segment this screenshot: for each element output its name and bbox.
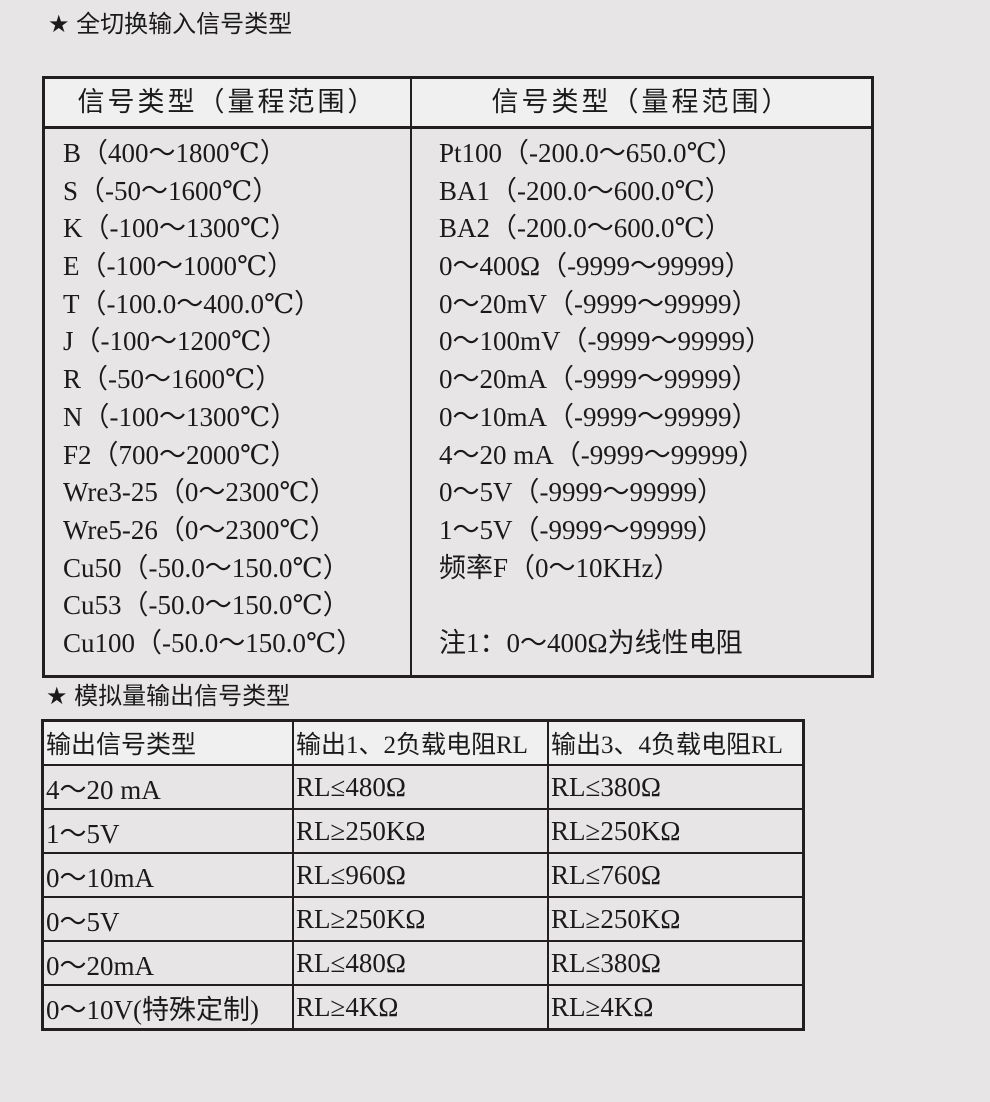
table-cell: 0～10mA: [41, 852, 294, 898]
table-row: 1～5V（-9999～99999）: [439, 514, 724, 545]
table-row: 频率F（0～10KHz）: [439, 552, 681, 583]
table-row: Cu50（-50.0～150.0℃）: [63, 552, 350, 583]
table-row: S（-50～1600℃）: [63, 175, 280, 206]
table-row: N（-100～1300℃）: [63, 401, 298, 432]
table-cell: 0～20mA: [41, 940, 294, 986]
header-cell: 信号类型（量程范围）: [77, 87, 378, 117]
table-row: Cu100（-50.0～150.0℃）: [63, 627, 364, 658]
table-cell: RL≥4KΩ: [547, 984, 805, 1031]
table-header: 输出信号类型 输出1、2负载电阻RL 输出3、4负载电阻RL: [41, 719, 805, 766]
table-row: J（-100～1200℃）: [63, 326, 289, 357]
left-column: B（400～1800℃） S（-50～1600℃） K（-100～1300℃） E（-…: [63, 135, 363, 663]
table-row: 0～20mA（-9999～99999）: [439, 364, 759, 395]
table-row: Wre3-25（0～2300℃）: [63, 477, 337, 508]
table-row: 0～100mV（-9999～99999）: [439, 326, 772, 357]
table-cell: RL≥250KΩ: [292, 896, 549, 942]
table-cell: RL≤480Ω: [292, 764, 549, 810]
table-row: 0～10mA（-9999～99999）: [439, 401, 759, 432]
table-cell: RL≤760Ω: [547, 852, 805, 898]
table-row: 注1：0～400Ω为线性电阻: [439, 627, 743, 658]
table-cell: 0～5V: [41, 896, 294, 942]
column-divider: [410, 79, 412, 675]
section-title-input: ★ 全切换输入信号类型: [48, 11, 293, 38]
table-row: 0～5V（-9999～99999）: [439, 477, 724, 508]
table-cell: 输出1、2负载电阻RL: [292, 719, 549, 766]
table-row: BA1（-200.0～600.0℃）: [439, 175, 732, 206]
table-row: B（400～1800℃）: [63, 138, 287, 168]
table-row: E（-100～1000℃）: [63, 251, 295, 282]
table-cell: RL≤380Ω: [547, 764, 805, 810]
table-row: K（-100～1300℃）: [63, 213, 298, 244]
table-row: 0～5V RL≥250KΩ RL≥250KΩ: [41, 896, 805, 942]
table-header: 信号类型（量程范围） 信号类型（量程范围）: [45, 79, 871, 129]
right-column: Pt100（-200.0～650.0℃） BA1（-200.0～600.0℃） BA…: [439, 135, 772, 663]
table-cell: RL≤480Ω: [292, 940, 549, 986]
table-cell: 4～20 mA: [41, 764, 294, 810]
table-row: 0～10V(特殊定制) RL≥4KΩ RL≥4KΩ: [41, 984, 805, 1031]
table-row: R（-50～1600℃）: [63, 364, 283, 395]
table-cell: RL≥250KΩ: [292, 808, 549, 854]
table-row: Wre5-26（0～2300℃）: [63, 514, 337, 545]
header-cell: 信号类型（量程范围）: [491, 87, 792, 117]
table-row: 0～400Ω（-9999～99999）: [439, 251, 752, 282]
table-cell: 0～10V(特殊定制): [41, 984, 294, 1031]
table-cell: RL≥250KΩ: [547, 808, 805, 854]
table-row: Cu53（-50.0～150.0℃）: [63, 590, 350, 621]
table-cell: RL≥250KΩ: [547, 896, 805, 942]
table-row: 4～20 mA RL≤480Ω RL≤380Ω: [41, 764, 805, 810]
table-row: 0～10mA RL≤960Ω RL≤760Ω: [41, 852, 805, 898]
table-row: 4～20 mA（-9999～99999）: [439, 439, 766, 470]
table-row: Pt100（-200.0～650.0℃）: [439, 138, 744, 168]
table-cell: 1～5V: [41, 808, 294, 854]
output-signal-table: 输出信号类型 输出1、2负载电阻RL 输出3、4负载电阻RL 4～20 mA RL≤48…: [41, 719, 805, 1031]
table-cell: RL≤960Ω: [292, 852, 549, 898]
table-cell: 输出信号类型: [41, 719, 294, 766]
table-cell: RL≥4KΩ: [292, 984, 549, 1031]
table-cell: RL≤380Ω: [547, 940, 805, 986]
input-signal-table: 信号类型（量程范围） 信号类型（量程范围） B（400～1800℃） S（-50～…: [42, 76, 874, 678]
table-cell: 输出3、4负载电阻RL: [547, 719, 805, 766]
table-row: BA2（-200.0～600.0℃）: [439, 213, 732, 244]
table-row: 0～20mA RL≤480Ω RL≤380Ω: [41, 940, 805, 986]
table-row: T（-100.0～400.0℃）: [63, 288, 322, 319]
table-row: [439, 587, 772, 625]
table-row: F2（700～2000℃）: [63, 439, 298, 470]
table-row: 0～20mV（-9999～99999）: [439, 288, 759, 319]
table-row: 1～5V RL≥250KΩ RL≥250KΩ: [41, 808, 805, 854]
section-title-output: ★ 模拟量输出信号类型: [46, 683, 291, 710]
